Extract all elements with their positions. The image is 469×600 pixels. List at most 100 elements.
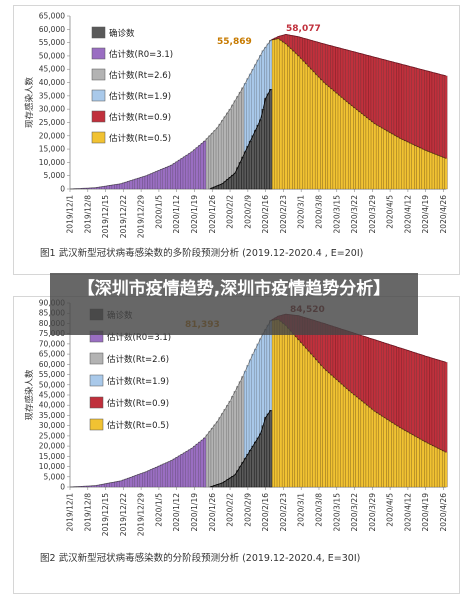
bar bbox=[381, 127, 384, 190]
bar bbox=[129, 476, 133, 488]
bar bbox=[424, 150, 428, 190]
bar bbox=[314, 74, 318, 190]
bar bbox=[429, 152, 433, 190]
bar bbox=[208, 135, 212, 190]
y-tick-label: 30,000 bbox=[39, 105, 65, 114]
bar bbox=[358, 398, 362, 488]
bar bbox=[391, 422, 395, 488]
bar bbox=[294, 53, 298, 190]
bar bbox=[180, 158, 184, 190]
bar bbox=[403, 140, 407, 190]
bar bbox=[264, 98, 268, 190]
bar bbox=[226, 179, 229, 190]
bar bbox=[139, 473, 143, 488]
bar bbox=[228, 177, 232, 190]
bar bbox=[274, 38, 278, 190]
x-tick-label: 2020/2/23 bbox=[279, 493, 288, 532]
bar bbox=[287, 46, 290, 190]
series-line bbox=[270, 38, 447, 159]
bar bbox=[223, 409, 227, 488]
bar bbox=[124, 478, 128, 488]
x-tick-label: 2020/3/15 bbox=[332, 195, 341, 234]
bar bbox=[337, 95, 341, 190]
legend-label: 估计数(R0=3.1) bbox=[109, 49, 173, 60]
bar bbox=[299, 58, 303, 190]
y-tick-label: 10,000 bbox=[39, 158, 65, 167]
bar bbox=[401, 139, 405, 190]
y-tick-label: 20,000 bbox=[39, 442, 65, 451]
bar bbox=[116, 481, 120, 488]
bar bbox=[233, 172, 237, 190]
series-3 bbox=[241, 320, 273, 488]
bar bbox=[269, 410, 273, 488]
x-tick-label: 2020/4/5 bbox=[386, 493, 395, 527]
bar bbox=[386, 130, 390, 190]
bar bbox=[269, 88, 273, 190]
bar bbox=[345, 388, 349, 488]
bar bbox=[226, 479, 229, 488]
bar bbox=[355, 396, 359, 488]
x-tick-label: 2020/4/19 bbox=[421, 493, 430, 532]
bar bbox=[119, 480, 123, 488]
bar bbox=[132, 476, 135, 488]
bar bbox=[403, 430, 407, 488]
bar bbox=[398, 138, 402, 190]
y-tick-label: 45,000 bbox=[39, 65, 65, 74]
series-5 bbox=[269, 38, 448, 190]
bar bbox=[340, 97, 344, 190]
bar bbox=[253, 130, 257, 190]
bar bbox=[365, 117, 369, 190]
x-tick-label: 2019/12/22 bbox=[119, 493, 128, 536]
bar bbox=[287, 328, 290, 488]
bar bbox=[297, 339, 301, 488]
bar bbox=[226, 112, 229, 190]
series-line bbox=[209, 89, 272, 190]
bar bbox=[210, 427, 214, 488]
x-tick-label: 2020/4/26 bbox=[439, 195, 448, 234]
x-tick-label: 2020/4/5 bbox=[386, 195, 395, 229]
x-tick-label: 2020/1/12 bbox=[172, 195, 181, 234]
chart-panel-1: 0 5,000 10,000 15,000 20,000 25,000 30,000 35,0… bbox=[13, 5, 460, 275]
x-tick-label: 2019/12/1 bbox=[66, 493, 75, 532]
bar bbox=[271, 39, 275, 190]
y-tick-label: 0 bbox=[60, 483, 65, 492]
x-tick-label: 2020/1/5 bbox=[154, 493, 163, 527]
bar bbox=[149, 469, 153, 488]
series-2 bbox=[203, 376, 245, 488]
bar bbox=[144, 471, 148, 488]
bar bbox=[167, 461, 171, 488]
bar bbox=[159, 464, 163, 488]
bar bbox=[139, 177, 143, 190]
bar bbox=[182, 156, 186, 190]
bar bbox=[284, 43, 288, 190]
bar bbox=[152, 468, 156, 488]
x-tick-label: 2020/1/26 bbox=[208, 493, 217, 532]
bar bbox=[165, 166, 169, 190]
bar bbox=[137, 177, 141, 190]
bar bbox=[159, 169, 163, 190]
bar bbox=[266, 93, 270, 190]
bar bbox=[248, 140, 252, 190]
x-tick-label: 2020/1/26 bbox=[208, 195, 217, 234]
x-tick-label: 2019/12/1 bbox=[66, 195, 75, 234]
legend-label: 确诊数 bbox=[109, 28, 135, 39]
legend-swatch bbox=[89, 396, 104, 409]
bar bbox=[411, 434, 415, 488]
bar bbox=[337, 381, 341, 488]
bar bbox=[302, 61, 306, 190]
y-axis-label: 现存感染人数 bbox=[24, 369, 35, 421]
bar bbox=[386, 419, 390, 488]
x-tick-label: 2020/3/8 bbox=[314, 493, 323, 527]
y-tick-label: 60,000 bbox=[39, 360, 65, 369]
bar bbox=[149, 173, 153, 190]
x-tick-label: 2019/12/29 bbox=[137, 195, 146, 238]
bar bbox=[335, 92, 339, 190]
legend-label: 估计数(Rt=2.6) bbox=[107, 354, 169, 365]
y-tick-label: 5,000 bbox=[44, 171, 66, 180]
bar bbox=[220, 120, 224, 190]
bar bbox=[335, 379, 339, 488]
bar bbox=[292, 50, 296, 190]
bar bbox=[350, 105, 354, 190]
bar bbox=[358, 111, 362, 190]
